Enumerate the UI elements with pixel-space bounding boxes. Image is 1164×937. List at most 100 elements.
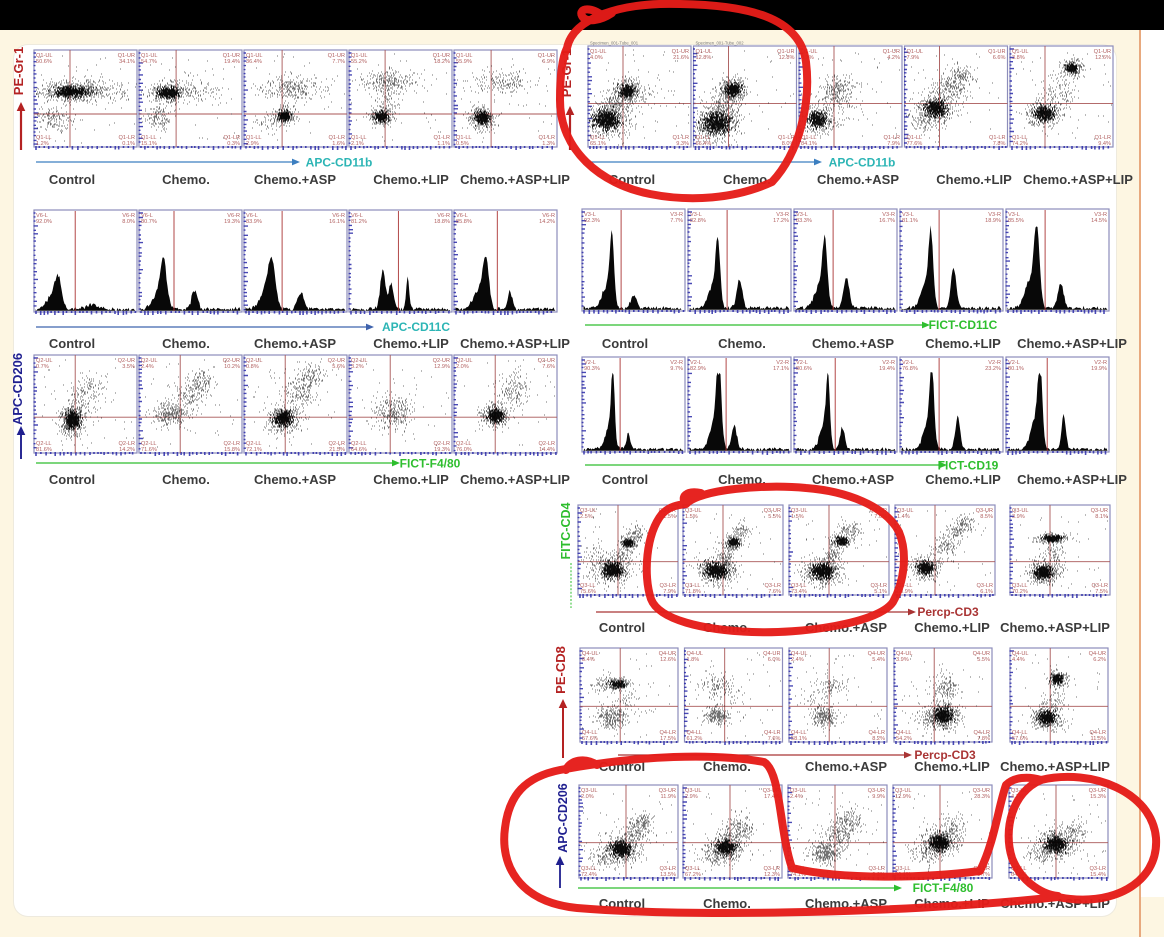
svg-text:Chemo.+ASP+LIP: Chemo.+ASP+LIP (1000, 759, 1110, 774)
svg-text:Q4-UR: Q4-UR (868, 651, 885, 657)
svg-text:Q3-UL: Q3-UL (685, 788, 701, 794)
svg-text:76.8%: 76.8% (902, 366, 918, 372)
svg-text:V6-R: V6-R (227, 213, 240, 219)
svg-text:81.2%: 81.2% (351, 219, 367, 225)
svg-text:12.8%: 12.8% (696, 55, 712, 61)
svg-text:1.5%: 1.5% (685, 514, 698, 520)
svg-text:Q1-LR: Q1-LR (673, 135, 689, 141)
svg-text:Q2-UR: Q2-UR (538, 358, 555, 364)
svg-text:V3-R: V3-R (988, 212, 1001, 218)
svg-text:5.5%: 5.5% (768, 514, 781, 520)
svg-text:Chemo.: Chemo. (162, 172, 210, 187)
svg-text:2.1%: 2.1% (351, 141, 364, 147)
svg-text:18.8%: 18.8% (434, 219, 450, 225)
svg-text:Chemo.+LIP: Chemo.+LIP (373, 472, 449, 487)
svg-text:Q2-LL: Q2-LL (246, 441, 262, 447)
svg-text:Q2-LR: Q2-LR (434, 441, 450, 447)
svg-text:Q4-LR: Q4-LR (974, 730, 990, 736)
svg-text:Q3-LR: Q3-LR (869, 866, 885, 872)
svg-text:Q1-LL: Q1-LL (351, 135, 367, 141)
svg-text:Chemo.+ASP+LIP: Chemo.+ASP+LIP (1017, 336, 1127, 351)
svg-text:Q1-UR: Q1-UR (1094, 49, 1111, 55)
svg-text:V2-L: V2-L (796, 360, 808, 366)
svg-text:Q2-UR: Q2-UR (223, 358, 240, 364)
svg-text:V3-L: V3-L (1008, 212, 1020, 218)
svg-text:2.0%: 2.0% (581, 794, 594, 800)
svg-text:Chemo.+LIP: Chemo.+LIP (925, 472, 1001, 487)
svg-text:Control: Control (49, 472, 95, 487)
svg-text:Q3-LR: Q3-LR (660, 866, 676, 872)
svg-text:19.4%: 19.4% (224, 59, 240, 65)
svg-text:Q1-UL: Q1-UL (590, 49, 606, 55)
svg-text:36.4%: 36.4% (246, 59, 262, 65)
svg-text:12.3%: 12.3% (764, 872, 780, 878)
svg-text:9.7%: 9.7% (670, 366, 683, 372)
svg-text:15.1%: 15.1% (141, 141, 157, 147)
svg-text:Q3-UR: Q3-UR (1091, 508, 1108, 514)
svg-text:Q1-UL: Q1-UL (1012, 49, 1028, 55)
svg-text:Q1-UR: Q1-UR (988, 49, 1005, 55)
svg-text:50.6%: 50.6% (36, 59, 52, 65)
svg-text:Q3-UL: Q3-UL (791, 508, 807, 514)
svg-text:Percp-CD3: Percp-CD3 (917, 605, 979, 619)
svg-text:2.4%: 2.4% (790, 794, 803, 800)
svg-text:68.9%: 68.9% (897, 589, 913, 595)
svg-text:Q3-UL: Q3-UL (790, 788, 806, 794)
svg-text:83.9%: 83.9% (246, 219, 262, 225)
svg-text:Q1-LR: Q1-LR (778, 135, 794, 141)
svg-text:Q3-UR: Q3-UR (1089, 788, 1106, 794)
svg-text:Q2-LR: Q2-LR (329, 441, 345, 447)
svg-text:Q2-UL: Q2-UL (456, 358, 472, 364)
svg-text:71.6%: 71.6% (141, 447, 157, 453)
svg-text:12.6%: 12.6% (660, 657, 676, 663)
svg-text:21.5%: 21.5% (329, 447, 345, 453)
svg-text:V3-R: V3-R (670, 212, 683, 218)
svg-text:Control: Control (599, 620, 645, 635)
svg-text:57.6%: 57.6% (582, 736, 598, 742)
svg-text:74.1%: 74.1% (790, 872, 806, 878)
svg-text:Chemo.: Chemo. (703, 896, 751, 911)
svg-text:Q1-UL: Q1-UL (36, 53, 52, 59)
svg-text:Chemo.: Chemo. (718, 336, 766, 351)
svg-text:Q3-LL: Q3-LL (580, 583, 596, 589)
svg-text:V2-R: V2-R (1094, 360, 1107, 366)
svg-text:6.2%: 6.2% (1093, 657, 1106, 663)
svg-text:Q3-LR: Q3-LR (977, 583, 993, 589)
svg-text:Q3-LR: Q3-LR (1092, 583, 1108, 589)
svg-text:Q4-UR: Q4-UR (659, 651, 676, 657)
svg-text:0.7%: 0.7% (36, 364, 49, 370)
svg-text:73.4%: 73.4% (791, 589, 807, 595)
svg-text:28.3%: 28.3% (974, 794, 990, 800)
svg-text:0.5%: 0.5% (456, 141, 469, 147)
svg-text:Q1-LR: Q1-LR (989, 135, 1005, 141)
svg-text:Chemo.+LIP: Chemo.+LIP (914, 759, 990, 774)
svg-text:Q3-LL: Q3-LL (791, 583, 807, 589)
svg-text:Q3-UL: Q3-UL (1012, 508, 1028, 514)
svg-text:7.5%: 7.5% (1095, 589, 1108, 595)
svg-text:2.0%: 2.0% (456, 364, 469, 370)
svg-text:V6-R: V6-R (122, 213, 135, 219)
svg-text:5.5%: 5.5% (977, 657, 990, 663)
svg-text:9.4%: 9.4% (1098, 141, 1111, 147)
svg-text:Q1-UR: Q1-UR (328, 53, 345, 59)
svg-text:85.5%: 85.5% (1008, 218, 1024, 224)
svg-text:Control: Control (602, 472, 648, 487)
svg-text:7.7%: 7.7% (670, 218, 683, 224)
svg-text:Chemo.+LIP: Chemo.+LIP (914, 620, 990, 635)
svg-text:Chemo.: Chemo. (162, 336, 210, 351)
svg-text:Q3-LR: Q3-LR (1090, 866, 1106, 872)
svg-text:Q1-LL: Q1-LL (246, 135, 262, 141)
svg-text:FITC-CD4: FITC-CD4 (559, 502, 573, 559)
svg-text:Q1-LR: Q1-LR (224, 135, 240, 141)
svg-text:V3-R: V3-R (1094, 212, 1107, 218)
svg-text:66.4%: 66.4% (696, 141, 712, 147)
svg-text:12.8%: 12.8% (779, 55, 795, 61)
svg-text:Q1-LR: Q1-LR (119, 135, 135, 141)
svg-text:92.3%: 92.3% (584, 218, 600, 224)
svg-text:Q1-LR: Q1-LR (884, 135, 900, 141)
svg-text:V3-L: V3-L (690, 212, 702, 218)
svg-text:Chemo.+ASP+LIP: Chemo.+ASP+LIP (1000, 620, 1110, 635)
svg-text:Chemo.+ASP+LIP: Chemo.+ASP+LIP (1017, 472, 1127, 487)
svg-text:Chemo.+LIP: Chemo.+LIP (373, 336, 449, 351)
svg-text:23.2%: 23.2% (985, 366, 1001, 372)
